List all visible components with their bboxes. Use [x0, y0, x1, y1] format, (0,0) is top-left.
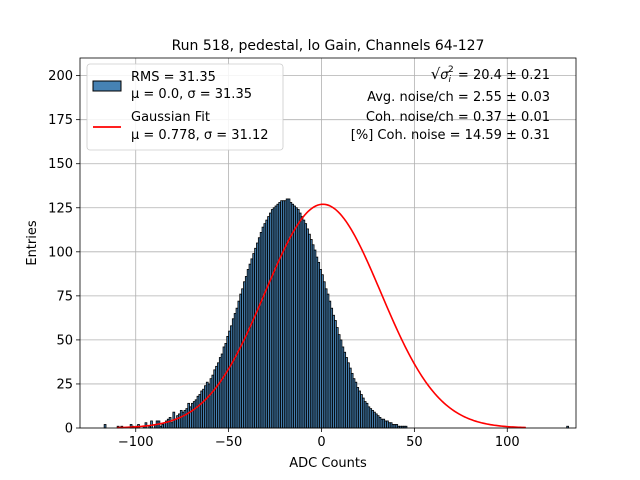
annotation-sigma-root: √ — [431, 65, 441, 83]
legend-histogram-label-2: μ = 0.0, σ = 31.35 — [131, 87, 252, 102]
legend: RMS = 31.35 μ = 0.0, σ = 31.35 Gaussian … — [86, 63, 284, 151]
histogram-bar — [103, 424, 107, 429]
annotation-sigma-symbol: σ — [440, 68, 449, 83]
y-tick-label: 125 — [48, 201, 73, 216]
y-tick-label: 150 — [48, 157, 73, 172]
x-tick-label: −50 — [215, 435, 242, 450]
y-tick-label: 200 — [48, 69, 73, 84]
y-tick-label: 0 — [65, 422, 73, 437]
annotation-sigma-sup: 2 — [448, 65, 454, 75]
gridlines — [80, 58, 576, 429]
x-tick-label: 0 — [317, 435, 325, 450]
y-axis-ticks: 0 25 50 75 100 125 150 175 200 — [48, 69, 80, 437]
legend-fit-label-2: μ = 0.778, σ = 31.12 — [131, 128, 269, 143]
legend-histogram-swatch — [92, 80, 122, 92]
x-tick-label: 50 — [406, 435, 423, 450]
y-tick-label: 25 — [56, 377, 73, 392]
gaussian-fit-line — [117, 203, 526, 429]
annotation-sigma-sub: i — [449, 75, 452, 85]
y-axis-label: Entries — [25, 220, 40, 266]
legend-box — [86, 63, 284, 151]
annotation-sigma-value: = 20.4 ± 0.21 — [454, 68, 550, 83]
y-tick-label: 100 — [48, 245, 73, 260]
legend-fit-label-1: Gaussian Fit — [131, 110, 210, 125]
annotation-coh-noise-pct: [%] Coh. noise = 14.59 ± 0.31 — [351, 128, 550, 143]
annotation-avg-noise: Avg. noise/ch = 2.55 ± 0.03 — [367, 90, 550, 105]
plot-area — [79, 57, 577, 429]
y-tick-label: 50 — [56, 333, 73, 348]
x-tick-label: −100 — [118, 435, 154, 450]
noise-annotations: √σi2 = 20.4 ± 0.21 Avg. noise/ch = 2.55 … — [351, 65, 550, 143]
legend-histogram-label-1: RMS = 31.35 — [131, 70, 216, 85]
plot-frame — [79, 57, 577, 429]
x-axis-label: ADC Counts — [289, 456, 367, 471]
chart-title: Run 518, pedestal, lo Gain, Channels 64-… — [172, 38, 485, 54]
y-tick-label: 75 — [56, 289, 73, 304]
x-axis-ticks: −100 −50 0 50 100 — [118, 428, 520, 450]
annotation-sigma: √σi2 = 20.4 ± 0.21 — [431, 65, 550, 85]
annotation-coh-noise: Coh. noise/ch = 0.37 ± 0.01 — [366, 110, 550, 125]
y-tick-label: 175 — [48, 113, 73, 128]
x-tick-label: 100 — [495, 435, 520, 450]
